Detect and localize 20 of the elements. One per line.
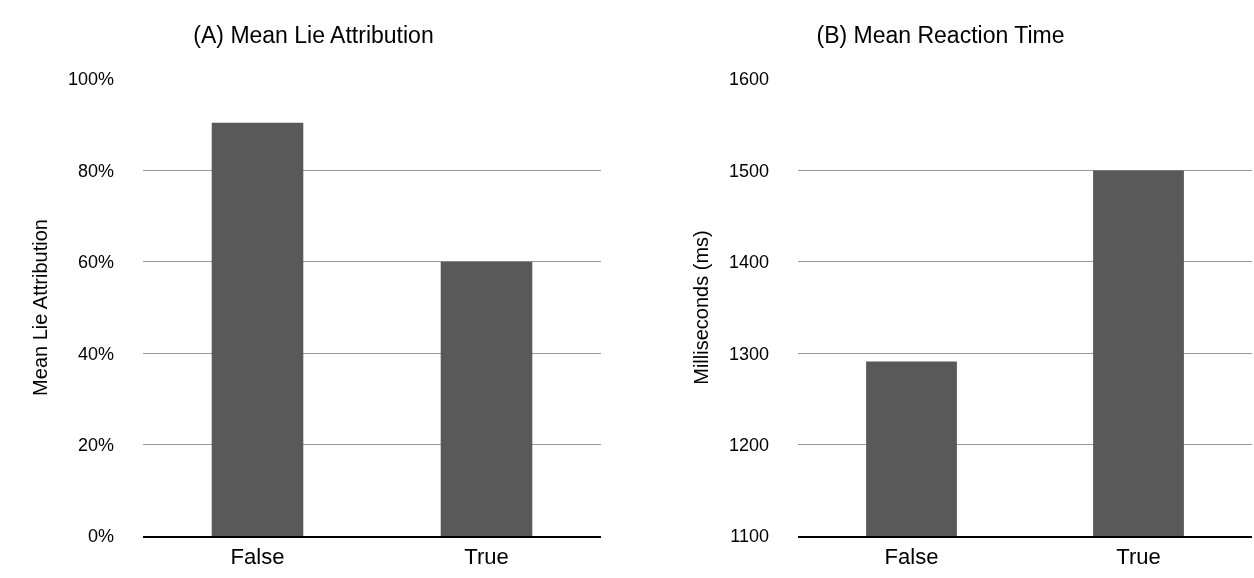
y-axis-title: Mean Lie Attribution [29, 219, 52, 396]
y-tick-label: 80% [77, 160, 114, 181]
x-tick-label: True [1116, 544, 1161, 570]
y-tick-label: 60% [77, 252, 114, 273]
y-tick-label: 0% [87, 526, 114, 547]
chart-title: (A) Mean Lie Attribution [193, 22, 434, 49]
y-tick-label: 1200 [728, 434, 769, 455]
x-tick-label: True [464, 544, 509, 570]
x-tick-label: False [884, 544, 939, 570]
chart-title: (B) Mean Reaction Time [816, 22, 1065, 49]
y-tick-label: 40% [77, 343, 114, 364]
y-tick-label: 1600 [728, 69, 769, 90]
y-tick-label: 20% [77, 434, 114, 455]
x-tick-label: False [230, 544, 285, 570]
y-tick-label: 100% [67, 69, 114, 90]
y-tick-label: 1300 [728, 343, 769, 364]
y-axis-title: Milliseconds (ms) [690, 230, 713, 385]
y-tick-label: 1100 [730, 526, 769, 547]
y-tick-label: 1400 [728, 252, 769, 273]
y-tick-label: 1500 [728, 160, 769, 181]
